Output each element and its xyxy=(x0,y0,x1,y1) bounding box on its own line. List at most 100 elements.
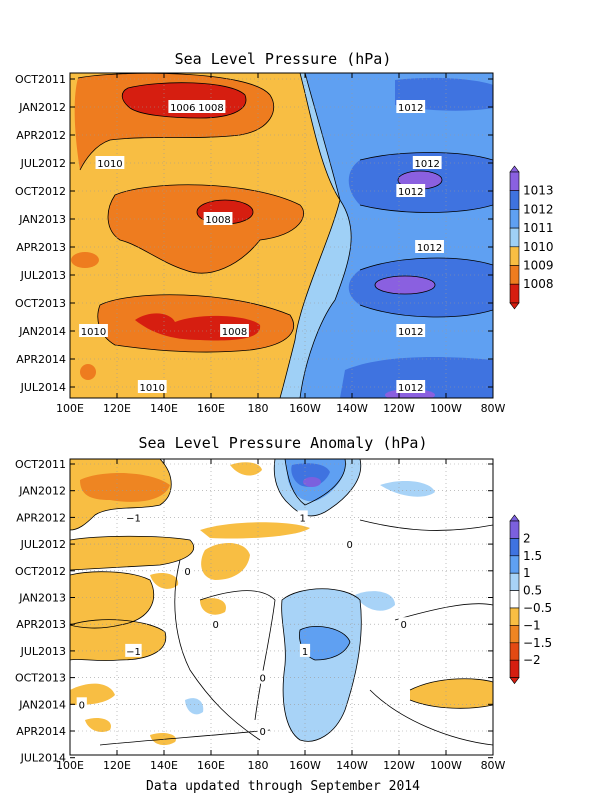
y-tick-label: JAN2014 xyxy=(18,325,66,338)
chart-1-field xyxy=(70,73,493,398)
svg-text:0: 0 xyxy=(213,620,219,631)
x-tick-label: 100E xyxy=(56,759,84,772)
contour-label: 1008 xyxy=(196,100,226,114)
svg-text:1012: 1012 xyxy=(398,187,423,198)
y-tick-label: JAN2013 xyxy=(18,592,66,605)
svg-text:0: 0 xyxy=(260,727,266,738)
contour-label: 0 xyxy=(210,617,221,631)
x-tick-label: 180 xyxy=(248,759,269,772)
x-tick-label: 80W xyxy=(481,402,506,415)
svg-text:1008: 1008 xyxy=(198,103,223,114)
svg-text:0: 0 xyxy=(401,620,407,631)
y-tick-label: APR2012 xyxy=(16,511,66,524)
svg-text:1008: 1008 xyxy=(222,327,247,338)
colorbar-swatch xyxy=(509,642,520,661)
x-tick-label: 100W xyxy=(430,402,462,415)
svg-text:1012: 1012 xyxy=(398,103,423,114)
svg-text:0: 0 xyxy=(79,700,85,711)
svg-text:1008: 1008 xyxy=(205,215,230,226)
contour-label: 0 xyxy=(257,670,268,685)
contour-label: 1006 xyxy=(168,100,198,114)
svg-text:0: 0 xyxy=(260,674,266,685)
colorbar-top-arrow xyxy=(509,514,520,522)
contour-label: 1012 xyxy=(415,240,444,254)
colorbar-label: 2 xyxy=(523,531,531,545)
svg-text:1012: 1012 xyxy=(414,159,439,170)
contour-label: 1008 xyxy=(220,324,249,338)
contour-label: 1008 xyxy=(203,212,233,226)
y-tick-label: JUL2014 xyxy=(20,752,66,765)
y-tick-label: JAN2012 xyxy=(18,101,66,114)
y-tick-label: APR2012 xyxy=(16,129,66,142)
contour-label: 1012 xyxy=(396,380,426,394)
colorbar-label: 1013 xyxy=(523,184,554,198)
x-tick-label: 120W xyxy=(383,759,415,772)
svg-text:1: 1 xyxy=(302,647,308,658)
x-tick-label: 120W xyxy=(383,402,415,415)
contour-label: 1012 xyxy=(396,100,426,114)
footer-text: Data updated through September 2014 xyxy=(146,779,420,794)
y-tick-label: APR2014 xyxy=(16,725,66,738)
colorbar-label: −0.5 xyxy=(523,601,552,615)
x-tick-label: 180 xyxy=(248,402,269,415)
x-tick-label: 160W xyxy=(289,402,321,415)
svg-text:1012: 1012 xyxy=(398,327,423,338)
colorbar-swatch xyxy=(509,283,520,304)
contour-label: −1 xyxy=(125,643,142,658)
colorbar-swatch xyxy=(509,246,520,266)
colorbar-label: 0.5 xyxy=(523,584,542,598)
colorbar-label: −1 xyxy=(523,618,541,632)
colorbar-swatch xyxy=(509,572,520,591)
colorbar-top-arrow xyxy=(509,165,520,173)
colorbar-label: 1009 xyxy=(523,259,554,273)
colorbar-swatch xyxy=(509,555,520,574)
y-tick-label: JAN2012 xyxy=(18,485,66,498)
y-tick-label: JUL2014 xyxy=(20,381,66,394)
colorbar-swatch xyxy=(509,625,520,644)
y-tick-label: OCT2012 xyxy=(15,185,66,198)
colorbar-label: 1.5 xyxy=(523,549,542,563)
contour-label: 1012 xyxy=(396,324,426,338)
colorbar-swatch xyxy=(509,538,520,557)
svg-text:1010: 1010 xyxy=(97,159,122,170)
contour-label: 0 xyxy=(344,537,355,551)
svg-text:1012: 1012 xyxy=(417,243,442,254)
colorbar-swatch xyxy=(509,659,520,678)
x-tick-label: 100E xyxy=(56,402,84,415)
x-tick-label: 140W xyxy=(336,402,368,415)
x-tick-label: 160E xyxy=(197,759,225,772)
svg-text:1: 1 xyxy=(299,513,305,524)
contour-label: 1012 xyxy=(396,184,426,198)
svg-text:1012: 1012 xyxy=(398,383,423,394)
colorbar-label: −1.5 xyxy=(523,636,552,650)
contour-label: 1 xyxy=(297,510,308,524)
colorbar-bottom-arrow xyxy=(509,677,520,685)
colorbar-swatch xyxy=(509,171,520,192)
colorbar-label: 1011 xyxy=(523,221,554,235)
colorbar-label: 1 xyxy=(523,566,531,580)
x-tick-label: 140E xyxy=(150,759,178,772)
contour-label: 1 xyxy=(299,643,311,658)
chart-1-title: Sea Level Pressure (hPa) xyxy=(175,50,392,68)
contour-label: 0 xyxy=(182,563,193,578)
y-tick-label: OCT2011 xyxy=(15,73,66,86)
colorbar-label: 1010 xyxy=(523,240,554,254)
contour-label: 0 xyxy=(76,697,87,711)
contour-label: 1012 xyxy=(412,156,442,170)
chart-2-field xyxy=(70,459,493,755)
chart-2-title: Sea Level Pressure Anomaly (hPa) xyxy=(139,434,428,452)
y-tick-label: OCT2013 xyxy=(15,297,66,310)
colorbar-swatch xyxy=(509,520,520,539)
svg-text:1010: 1010 xyxy=(81,327,106,338)
y-tick-label: APR2014 xyxy=(16,353,66,366)
x-tick-label: 100W xyxy=(430,759,462,772)
svg-text:−1: −1 xyxy=(126,513,141,524)
y-tick-label: JUL2012 xyxy=(20,538,66,551)
y-tick-label: JUL2013 xyxy=(20,269,66,282)
colorbar-swatch xyxy=(509,265,520,285)
y-tick-label: JAN2014 xyxy=(18,698,66,711)
x-tick-label: 140W xyxy=(336,759,368,772)
colorbar-label: 1012 xyxy=(523,202,554,216)
y-tick-label: JUL2013 xyxy=(20,645,66,658)
